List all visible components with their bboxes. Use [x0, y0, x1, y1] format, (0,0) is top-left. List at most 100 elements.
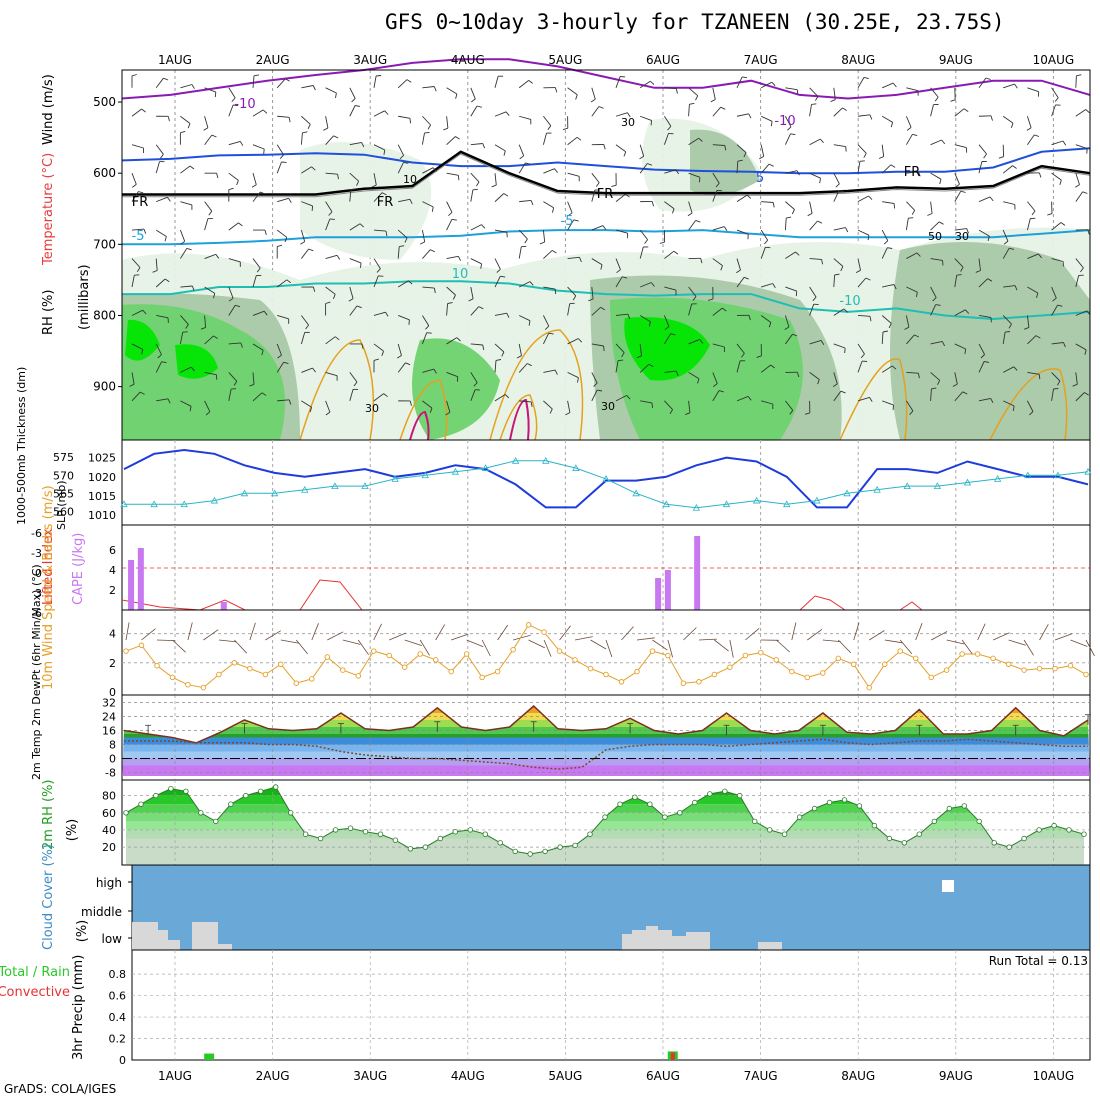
wind-barb — [1002, 165, 1013, 174]
contour-warm — [989, 368, 1068, 441]
wind-barb — [446, 172, 459, 176]
cape-frame — [121, 524, 1091, 611]
wind-barb-flag — [1082, 191, 1088, 194]
wind-barb — [494, 312, 507, 316]
wind-barb — [857, 77, 865, 89]
wind-barb-flag — [1054, 97, 1059, 102]
wind-barb — [591, 343, 604, 347]
wind-barb — [373, 192, 383, 202]
wind-barb — [300, 229, 306, 242]
rh2m-marker — [362, 829, 369, 835]
wind-barb-flag — [448, 211, 453, 217]
wind-barb-flag — [723, 226, 728, 232]
wind-barb — [736, 277, 745, 288]
top-date-5AUG: 5AUG — [548, 53, 582, 67]
wind-barb — [204, 371, 217, 376]
wind-barb — [833, 227, 846, 231]
wind-barb — [325, 172, 338, 175]
wind-barb-flag — [328, 211, 333, 216]
precip-frame — [131, 949, 1091, 1061]
wind-barb — [1075, 75, 1077, 88]
wind-barb — [567, 338, 579, 345]
wind-barb-flag — [840, 266, 844, 272]
thickness-marker — [722, 500, 731, 508]
wind-barb-flag — [869, 397, 873, 402]
wind10m-barb — [698, 638, 717, 641]
rh2m-marker — [767, 827, 773, 833]
wind-barb-flag — [506, 232, 508, 238]
wind-barb-flag — [433, 86, 437, 92]
wind-barb-flag — [927, 213, 933, 216]
li-tick-0: 0 — [35, 567, 42, 580]
wind-barb — [857, 114, 870, 117]
wind-barb — [615, 76, 621, 88]
cloud-low-block — [622, 934, 632, 950]
wind-barb — [1026, 116, 1032, 128]
wind-barb — [204, 116, 209, 128]
wind-barb-flag — [1072, 383, 1078, 387]
wind-barb-flag — [529, 281, 534, 286]
wind-barb-flag — [817, 220, 823, 224]
wind-marker — [432, 657, 439, 663]
wind-barb-flag — [405, 362, 411, 366]
wind10m-barb — [899, 639, 913, 655]
wind-barb-flag — [180, 130, 186, 134]
wind-barb-flag — [956, 274, 962, 276]
wind-barb-flag — [312, 367, 316, 373]
wind10m-barb — [435, 624, 446, 641]
wind-barb — [1027, 371, 1040, 375]
wind-barb-flag — [647, 163, 653, 166]
wind-barb-flag — [1059, 179, 1062, 185]
wind10m-barb — [187, 622, 193, 641]
bottom-date-8AUG: 8AUG — [841, 1069, 875, 1083]
wind-barb — [349, 189, 352, 202]
temp-minmax-bar — [337, 723, 344, 734]
wind-marker — [448, 668, 454, 675]
wind10m-barb — [280, 639, 299, 644]
thickness-marker — [361, 482, 369, 490]
wind-barb — [567, 219, 575, 231]
wind-barb-flag — [692, 296, 697, 301]
wind-barb — [179, 332, 184, 345]
temp-minmax-bar — [241, 723, 248, 734]
wind-marker — [897, 648, 903, 654]
wind-barb — [421, 230, 426, 242]
temp-minmax-bar — [530, 721, 537, 732]
wind-barb — [906, 371, 919, 374]
wind-barb — [1003, 285, 1016, 288]
wind-barb-flag — [811, 103, 817, 105]
wind-barb-flag — [855, 269, 861, 273]
wind-barb-flag — [433, 288, 436, 294]
wind-barb-flag — [361, 142, 365, 148]
precip-ylabel: 3hr Precip (mm) — [71, 955, 86, 1060]
wind-barb-flag — [786, 216, 792, 219]
wind-barb — [857, 396, 870, 402]
wind-marker — [324, 654, 331, 660]
wind-barb-flag — [180, 240, 185, 245]
wind-barb — [978, 229, 990, 237]
thickness-marker — [301, 485, 309, 493]
wind-barb — [930, 139, 942, 146]
rh-region — [690, 129, 760, 196]
wind-barb-flag — [984, 361, 990, 363]
wind-barb — [228, 258, 241, 263]
wind-barb-flag — [720, 106, 726, 110]
wind-barb — [688, 137, 699, 146]
wind-barb — [397, 362, 406, 373]
wind-barb — [688, 400, 691, 413]
wind-barb-flag — [987, 235, 990, 242]
wind-barb-flag — [890, 164, 896, 168]
wind-barb-flag — [670, 333, 676, 336]
top-date-7AUG: 7AUG — [744, 53, 778, 67]
wind-barb-flag — [603, 345, 605, 352]
wind-barb — [785, 251, 796, 259]
wind-barb — [180, 115, 191, 124]
thickness-tick-570: 570 — [53, 469, 74, 482]
wind-barb — [470, 224, 482, 231]
wind-barb-flag — [353, 381, 358, 387]
cloud-low-block — [632, 930, 646, 950]
credit-label: GrADS: COLA/IGES — [4, 1082, 117, 1096]
wind-barb-flag — [1038, 172, 1042, 178]
wind-barb-flag — [651, 201, 655, 207]
wind-barb-flag — [476, 105, 482, 108]
